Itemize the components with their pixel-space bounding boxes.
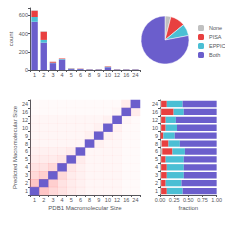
svg-text:24: 24	[152, 101, 158, 107]
svg-text:6: 6	[25, 148, 28, 154]
svg-text:0.75: 0.75	[197, 197, 208, 203]
svg-text:5: 5	[70, 72, 73, 78]
svg-text:6: 6	[79, 72, 82, 78]
svg-text:None: None	[209, 25, 222, 31]
svg-text:9: 9	[97, 72, 100, 78]
svg-text:10: 10	[105, 72, 111, 78]
svg-text:Predicted Macromolecular Size: Predicted Macromolecular Size	[12, 105, 18, 189]
svg-text:6: 6	[155, 148, 158, 154]
svg-text:0.50: 0.50	[183, 197, 194, 203]
svg-text:10: 10	[22, 125, 28, 131]
svg-text:4: 4	[61, 72, 64, 78]
svg-text:EPPIC: EPPIC	[209, 43, 225, 49]
svg-text:16: 16	[152, 109, 158, 115]
svg-text:1: 1	[25, 188, 28, 194]
svg-text:16: 16	[123, 72, 129, 78]
svg-text:0: 0	[25, 67, 28, 73]
svg-text:5: 5	[25, 156, 28, 162]
svg-text:10: 10	[105, 197, 111, 203]
svg-text:3: 3	[25, 172, 28, 178]
svg-text:24: 24	[132, 197, 138, 203]
svg-text:8: 8	[155, 141, 158, 147]
svg-text:16: 16	[123, 197, 129, 203]
svg-text:5: 5	[155, 156, 158, 162]
svg-text:3: 3	[51, 72, 54, 78]
svg-text:1: 1	[33, 197, 36, 203]
svg-text:4: 4	[61, 197, 64, 203]
svg-text:fraction: fraction	[178, 205, 198, 211]
svg-text:9: 9	[155, 133, 158, 139]
svg-text:9: 9	[97, 197, 100, 203]
svg-text:4: 4	[25, 164, 28, 170]
svg-text:2: 2	[42, 197, 45, 203]
svg-text:PDB1 Macromolecular Size: PDB1 Macromolecular Size	[48, 205, 122, 211]
svg-text:1.00: 1.00	[211, 197, 222, 203]
svg-text:1: 1	[155, 188, 158, 194]
svg-text:8: 8	[88, 72, 91, 78]
svg-text:600: 600	[19, 12, 28, 18]
svg-text:2: 2	[155, 180, 158, 186]
svg-text:5: 5	[70, 197, 73, 203]
svg-text:12: 12	[114, 197, 120, 203]
svg-text:1: 1	[33, 72, 36, 78]
svg-text:24: 24	[22, 101, 28, 107]
svg-text:12: 12	[22, 117, 28, 123]
svg-text:Both: Both	[209, 52, 220, 58]
svg-text:8: 8	[88, 197, 91, 203]
svg-text:3: 3	[51, 197, 54, 203]
svg-text:12: 12	[152, 117, 158, 123]
svg-text:24: 24	[132, 72, 138, 78]
svg-text:4: 4	[155, 164, 158, 170]
svg-text:200: 200	[19, 49, 28, 55]
svg-text:0.25: 0.25	[169, 197, 180, 203]
svg-text:6: 6	[79, 197, 82, 203]
svg-text:PISA: PISA	[209, 34, 222, 40]
svg-text:3: 3	[155, 172, 158, 178]
svg-text:0.00: 0.00	[155, 197, 166, 203]
svg-text:16: 16	[22, 109, 28, 115]
svg-text:9: 9	[25, 133, 28, 139]
svg-text:count: count	[8, 31, 14, 46]
svg-text:10: 10	[152, 125, 158, 131]
svg-text:12: 12	[114, 72, 120, 78]
svg-text:8: 8	[25, 141, 28, 147]
svg-text:2: 2	[25, 180, 28, 186]
svg-text:400: 400	[19, 31, 28, 37]
svg-text:2: 2	[42, 72, 45, 78]
